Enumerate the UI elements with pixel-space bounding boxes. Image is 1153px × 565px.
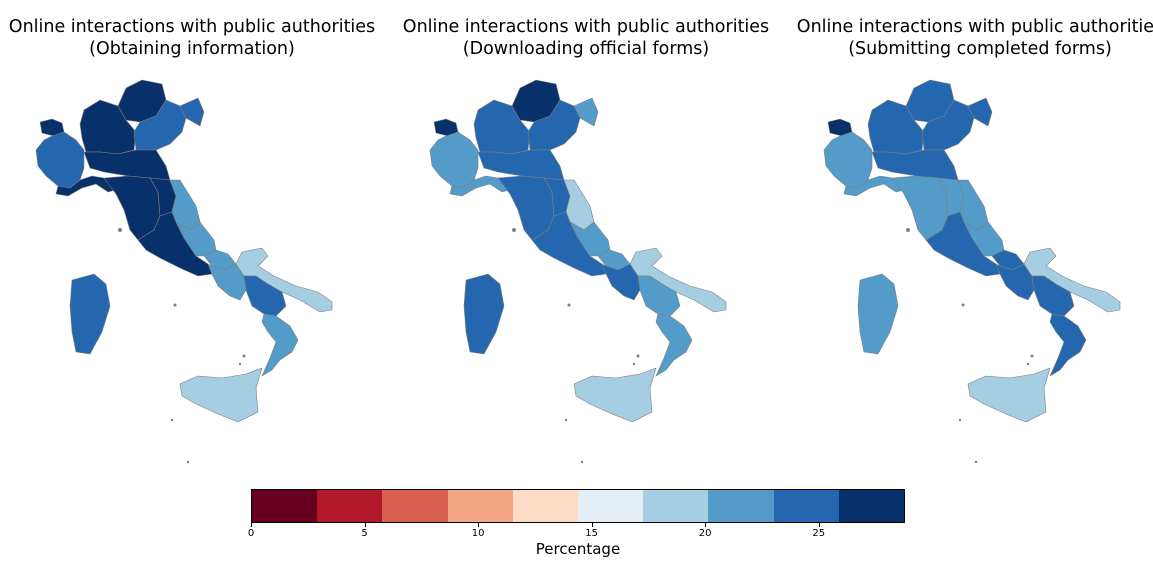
minor-island bbox=[238, 362, 242, 366]
map-title-line2: (Submitting completed forms) bbox=[848, 39, 1112, 59]
colorbar-tick-label: 5 bbox=[361, 528, 368, 539]
colorbar-segment bbox=[838, 490, 905, 522]
map-title: Online interactions with public authorit… bbox=[788, 16, 1153, 60]
italy-regions-map bbox=[35, 79, 333, 464]
region-piemonte bbox=[823, 131, 873, 189]
region-basilicata bbox=[243, 275, 287, 317]
region-calabria bbox=[655, 313, 693, 377]
colorbar-segment bbox=[447, 490, 513, 522]
colorbar-segment bbox=[317, 490, 383, 522]
minor-island bbox=[242, 354, 246, 358]
italy-regions-map bbox=[823, 79, 1121, 464]
region-toscana bbox=[103, 175, 161, 241]
colorbar-tick bbox=[251, 523, 252, 527]
minor-island bbox=[186, 460, 190, 464]
region-veneto bbox=[527, 99, 581, 151]
region-emilia bbox=[871, 149, 959, 181]
region-sardegna bbox=[857, 273, 899, 355]
colorbar-tick bbox=[705, 523, 707, 527]
colorbar-tick bbox=[818, 523, 820, 527]
minor-island bbox=[564, 418, 568, 422]
minor-island bbox=[118, 228, 122, 232]
minor-island bbox=[173, 303, 177, 307]
region-emilia bbox=[477, 149, 565, 181]
minor-island bbox=[961, 303, 965, 307]
minor-island bbox=[170, 418, 174, 422]
region-liguria bbox=[843, 175, 905, 197]
colorbar-segment bbox=[643, 490, 709, 522]
colorbar-segment bbox=[773, 490, 839, 522]
colorbar-tick-label: 10 bbox=[471, 528, 485, 539]
region-emilia bbox=[83, 149, 171, 181]
region-liguria bbox=[55, 175, 117, 197]
minor-island bbox=[1030, 354, 1034, 358]
map-title: Online interactions with public authorit… bbox=[394, 16, 778, 60]
map-title: Online interactions with public authorit… bbox=[0, 16, 384, 60]
map-panel-downloading-official-forms: Online interactions with public authorit… bbox=[394, 0, 778, 480]
minor-island bbox=[567, 303, 571, 307]
region-calabria bbox=[1049, 313, 1087, 377]
colorbar-label: Percentage bbox=[535, 540, 621, 558]
minor-island bbox=[636, 354, 640, 358]
colorbar bbox=[251, 489, 905, 523]
map-title-line1: Online interactions with public authorit… bbox=[402, 17, 770, 37]
colorbar-segment bbox=[578, 490, 644, 522]
minor-island bbox=[958, 418, 962, 422]
map-panel-obtaining-information: Online interactions with public authorit… bbox=[0, 0, 384, 480]
region-lazio bbox=[531, 211, 607, 277]
colorbar-tick-label: 25 bbox=[812, 528, 826, 539]
region-liguria bbox=[449, 175, 511, 197]
italy-regions-map bbox=[429, 79, 727, 464]
colorbar-tick-label: 15 bbox=[585, 528, 598, 539]
region-friuli bbox=[573, 97, 599, 127]
minor-island bbox=[632, 362, 636, 366]
region-veneto bbox=[921, 99, 975, 151]
region-basilicata bbox=[637, 275, 681, 317]
colorbar-tick bbox=[591, 523, 593, 527]
region-veneto bbox=[133, 99, 187, 151]
minor-island bbox=[974, 460, 978, 464]
colorbar-tick bbox=[478, 523, 480, 527]
colorbar-tick bbox=[364, 523, 366, 527]
region-toscana bbox=[891, 175, 949, 241]
region-piemonte bbox=[35, 131, 85, 189]
colorbar-tick-label: 20 bbox=[698, 528, 712, 539]
map-title-line1: Online interactions with public authorit… bbox=[8, 17, 376, 37]
region-sardegna bbox=[69, 273, 111, 355]
region-piemonte bbox=[429, 131, 479, 189]
region-sicilia bbox=[179, 367, 263, 423]
region-lazio bbox=[925, 211, 1001, 277]
region-friuli bbox=[179, 97, 205, 127]
region-calabria bbox=[261, 313, 299, 377]
colorbar-segment bbox=[382, 490, 448, 522]
region-sicilia bbox=[967, 367, 1051, 423]
map-panel-submitting-completed-forms: Online interactions with public authorit… bbox=[788, 0, 1153, 480]
minor-island bbox=[512, 228, 516, 232]
map-title-line2: (Downloading official forms) bbox=[462, 39, 710, 59]
colorbar-segment bbox=[708, 490, 774, 522]
colorbar-ticks: 0 5 10 15 20 25 bbox=[247, 523, 905, 543]
map-title-line1: Online interactions with public authorit… bbox=[796, 17, 1153, 37]
region-lazio bbox=[137, 211, 213, 277]
map-title-line2: (Obtaining information) bbox=[89, 39, 295, 59]
region-sardegna bbox=[463, 273, 505, 355]
region-friuli bbox=[967, 97, 993, 127]
region-sicilia bbox=[573, 367, 657, 423]
colorbar-segment bbox=[252, 490, 318, 522]
minor-island bbox=[580, 460, 584, 464]
minor-island bbox=[1026, 362, 1030, 366]
colorbar-segment bbox=[512, 490, 579, 522]
minor-island bbox=[906, 228, 910, 232]
region-basilicata bbox=[1031, 275, 1075, 317]
region-toscana bbox=[497, 175, 555, 241]
colorbar-tick-label: 0 bbox=[247, 528, 255, 539]
